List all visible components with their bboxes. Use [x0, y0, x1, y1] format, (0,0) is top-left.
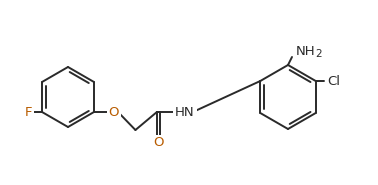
Text: NH: NH	[296, 45, 316, 58]
Text: O: O	[109, 105, 119, 119]
Text: O: O	[153, 137, 164, 149]
Text: Cl: Cl	[327, 75, 340, 88]
Text: HN: HN	[175, 105, 195, 119]
Text: 2: 2	[315, 49, 322, 59]
Text: F: F	[24, 105, 32, 119]
